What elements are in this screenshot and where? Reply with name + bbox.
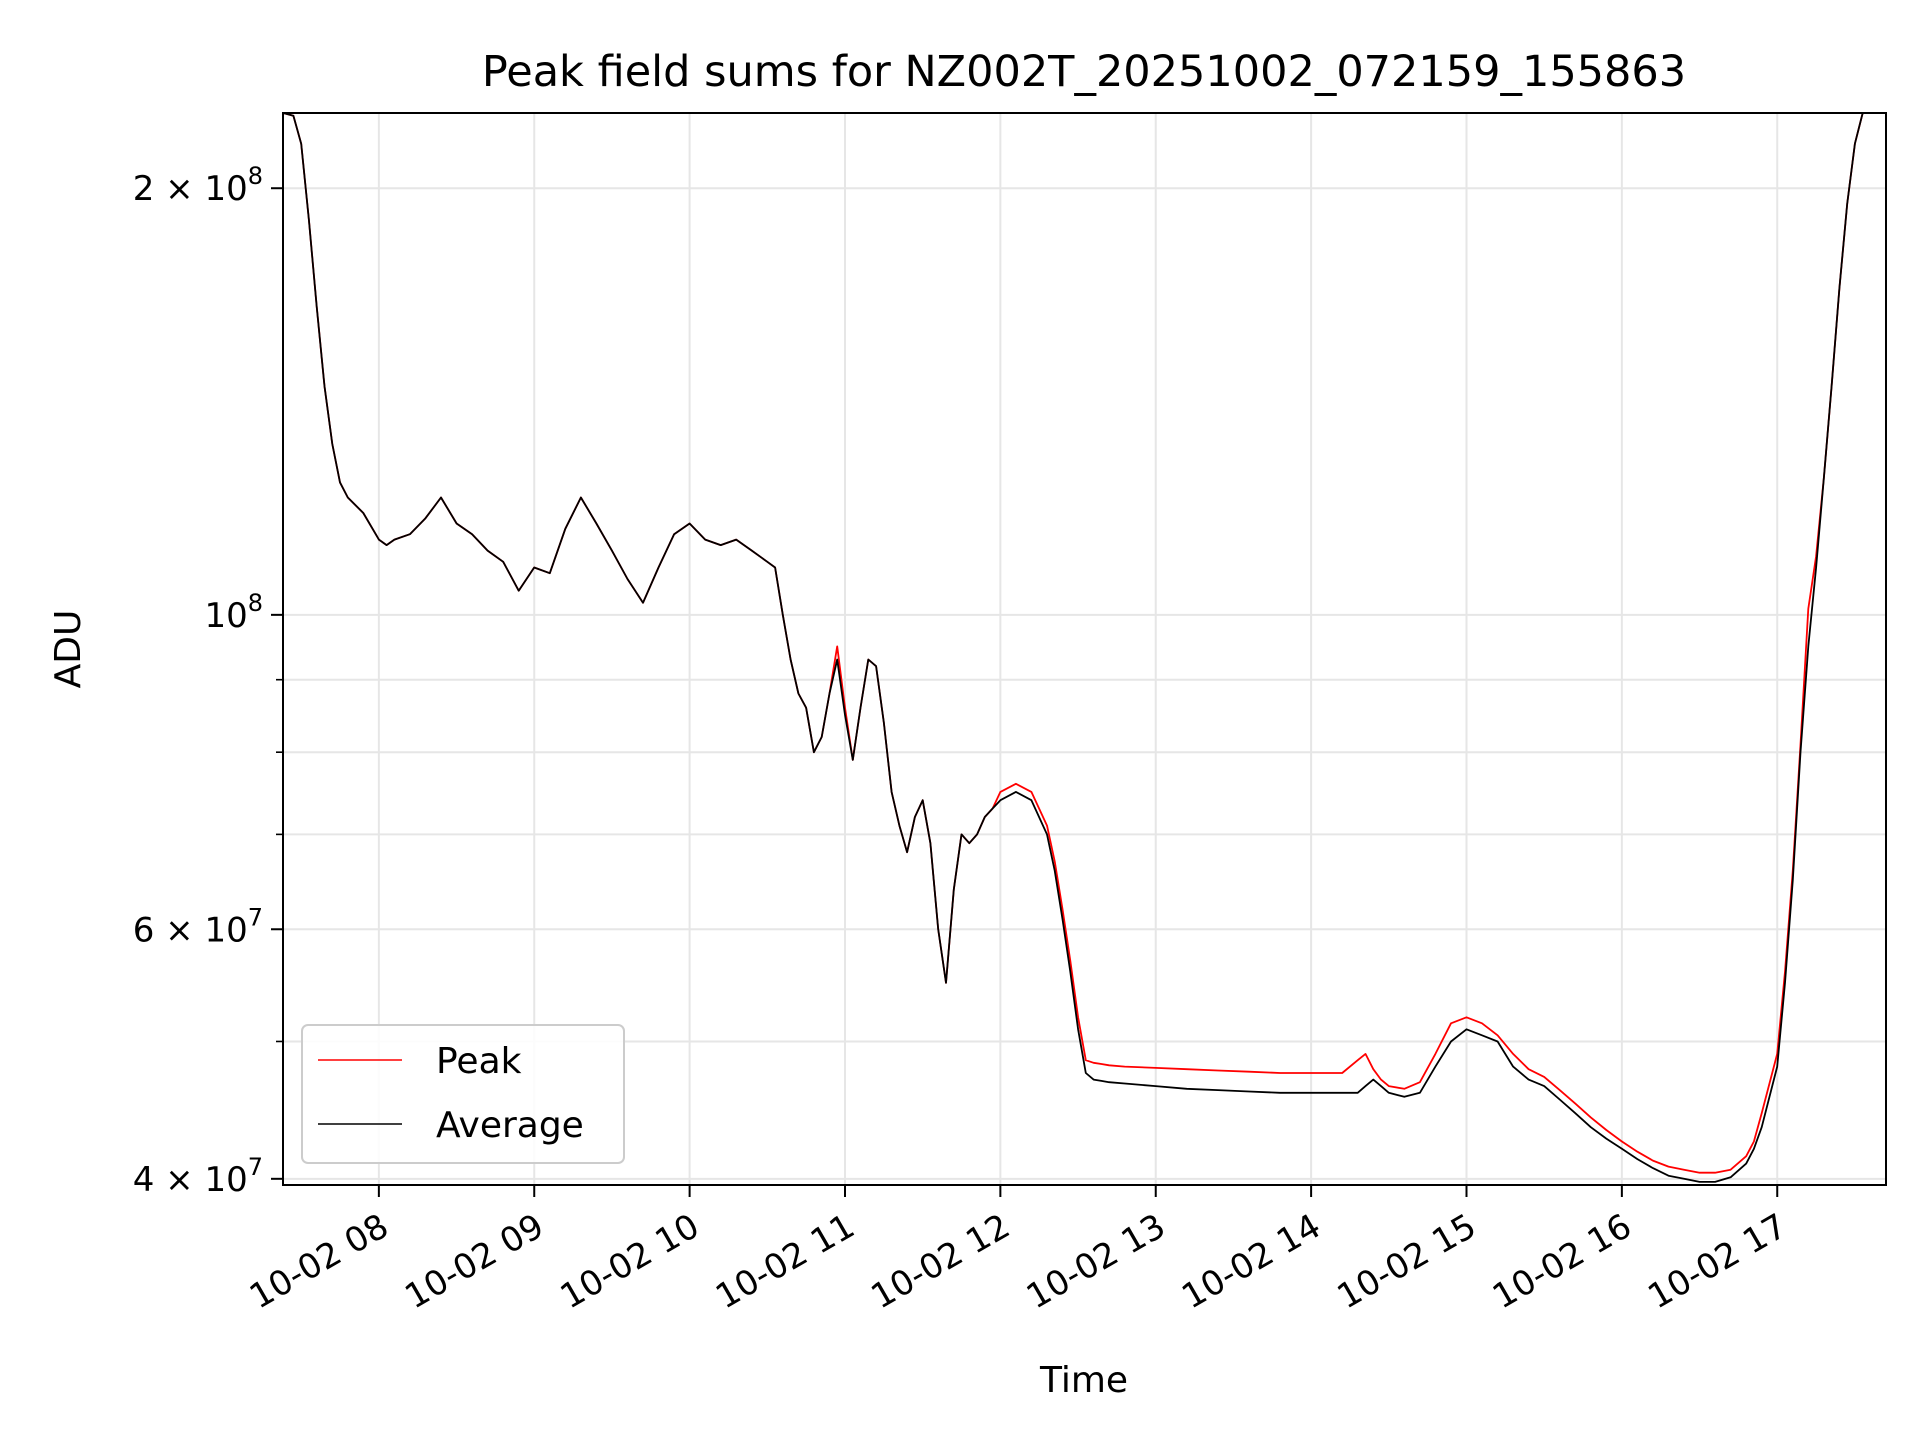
y-axis-label: ADU (48, 610, 89, 689)
y-tick-label: 2 × 108 (133, 162, 263, 209)
series-line-average (283, 113, 1886, 1183)
x-axis-label: Time (1039, 1360, 1128, 1401)
y-tick-label: 6 × 107 (133, 903, 263, 950)
series-layer (283, 113, 1886, 1183)
chart-title: Peak field sums for NZ002T_20251002_0721… (482, 47, 1686, 97)
y-tick-label: 4 × 107 (133, 1153, 263, 1200)
legend-label-peak: Peak (436, 1041, 522, 1082)
legend: Peak Average (301, 1024, 625, 1164)
plot-frame (282, 112, 1887, 1186)
y-tick-label: 108 (204, 589, 263, 636)
legend-label-average: Average (436, 1105, 584, 1146)
y-axis: 4 × 107 6 × 107 108 2 × 108 (133, 162, 283, 1200)
